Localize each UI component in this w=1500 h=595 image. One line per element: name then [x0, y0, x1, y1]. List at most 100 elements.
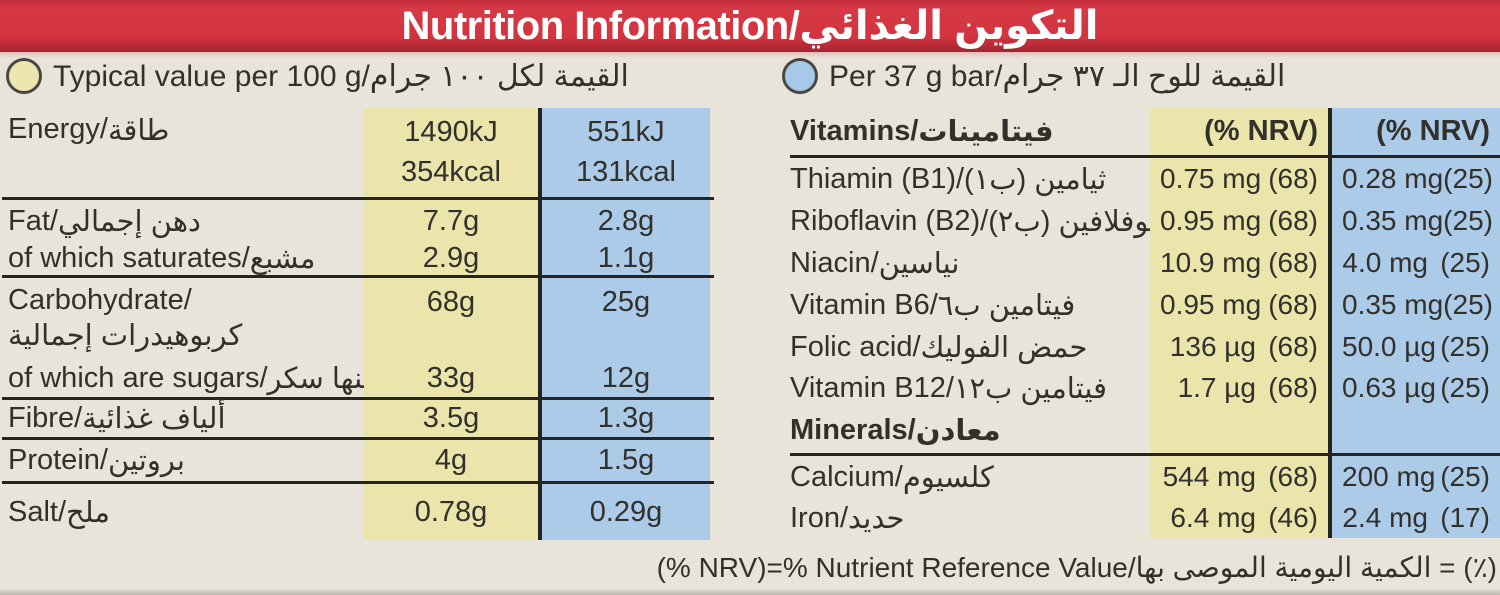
vitamin-b6-label: Vitamin B6/فيتامين ب٦: [790, 284, 1150, 326]
vitamin-b12-label-en: Vitamin B12/: [790, 371, 954, 404]
vitamin-b12-per100-value: 1.7 µg: [1177, 372, 1256, 403]
minerals-header-row: Minerals/معادن: [790, 408, 1500, 456]
energy-label-en: Energy/: [8, 113, 108, 145]
table-row-calcium: Calcium/كلسيوم 544 mg (68) 200 mg (25): [790, 456, 1500, 498]
niacin-label: Niacin/نياسين: [790, 242, 1150, 284]
page-title: Nutrition Information/التكوين الغذائي: [402, 3, 1099, 49]
thiamin-per100-cell: 0.75 mg (68): [1150, 158, 1332, 200]
iron-label-ar: حديد: [848, 502, 905, 535]
energy-per100-kj: 1490kJ: [404, 115, 498, 148]
nrv-header-perbar: (% NRV): [1332, 108, 1500, 155]
calcium-per100-cell: 544 mg (68): [1150, 456, 1332, 498]
table-row-vitamin-b6: Vitamin B6/فيتامين ب٦ 0.95 mg (68) 0.35 m…: [790, 284, 1500, 326]
minerals-heading-en: Minerals/: [790, 414, 916, 446]
iron-per100-cell: 6.4 mg (46): [1150, 498, 1332, 538]
salt-per100-cell: 0.78g: [364, 484, 542, 540]
vitamin-b12-per100-nrv: (68): [1268, 372, 1318, 403]
energy-per100-kcal: 354kcal: [401, 156, 501, 189]
niacin-per100-nrv: (68): [1268, 247, 1318, 278]
folic-acid-label-ar: حمض الفوليك: [920, 331, 1088, 364]
legend-per-37g-bar-label: Per 37 g bar/القيمة للوح الـ ٣٧ جرام: [829, 59, 1285, 94]
table-row-sugars: of which are sugars/منها سكر 33g 12g: [2, 360, 714, 400]
carbohydrate-perbar-cell: 25g: [542, 278, 710, 360]
table-row-protein: Protein/بروتين 4g 1.5g: [2, 440, 714, 484]
energy-perbar-kcal: 131kcal: [576, 156, 676, 189]
legend-per-37g-bar: Per 37 g bar/القيمة للوح الـ ٣٧ جرام: [782, 58, 1285, 94]
table-row-thiamin: Thiamin (B1)/ثيامين (ب١) 0.75 mg (68) 0.2…: [790, 158, 1500, 200]
salt-label: Salt/ملح: [2, 484, 364, 540]
calcium-label: Calcium/كلسيوم: [790, 456, 1150, 498]
energy-per100-cell: 1490kJ 354kcal: [364, 108, 542, 197]
table-row-iron: Iron/حديد 6.4 mg (46) 2.4 mg (17): [790, 498, 1500, 538]
legend-per-37g-bar-label-ar: القيمة للوح الـ ٣٧ جرام: [1002, 59, 1286, 93]
vitamin-b12-perbar-nrv: (25): [1440, 372, 1490, 403]
legend-per-100g-label-en: Typical value per 100 g/: [53, 59, 370, 93]
minerals-heading: Minerals/معادن: [790, 408, 1150, 453]
iron-per100-nrv: (46): [1268, 502, 1318, 533]
vitamin-b12-label-ar: فيتامين ب١٢: [953, 372, 1107, 405]
riboflavin-per100-value: 0.95 mg: [1160, 205, 1262, 236]
saturates-perbar-cell: 1.1g: [542, 242, 710, 275]
calcium-label-ar: كلسيوم: [902, 461, 994, 494]
legend-per-100g: Typical value per 100 g/القيمة لكل ١٠٠ ج…: [6, 58, 629, 94]
thiamin-per100-value: 0.75 mg: [1160, 163, 1262, 194]
folic-acid-per100-value: 136 µg: [1169, 331, 1256, 362]
table-row-fibre: Fibre/ألياف غذائية 3.5g 1.3g: [2, 400, 714, 440]
niacin-perbar-value: 4.0 mg: [1342, 247, 1428, 278]
salt-perbar-cell: 0.29g: [542, 484, 710, 540]
niacin-per100-value: 10.9 mg: [1160, 247, 1262, 278]
sugars-label-en: of which are sugars/: [8, 362, 268, 394]
table-row-folic-acid: Folic acid/حمض الفوليك 136 µg (68) 50.0 µ…: [790, 326, 1500, 368]
vitamin-b6-label-ar: فيتامين ب٦: [937, 289, 1076, 322]
iron-label: Iron/حديد: [790, 498, 1150, 538]
calcium-perbar-value: 200 mg: [1342, 461, 1436, 492]
niacin-per100-cell: 10.9 mg (68): [1150, 242, 1332, 284]
saturates-label: of which saturates/مشبع: [2, 242, 364, 275]
table-row-riboflavin: Riboflavin (B2)/ريبوفلافين (ب٢) 0.95 mg(…: [790, 200, 1500, 242]
thiamin-perbar-value: 0.28 mg: [1342, 163, 1444, 194]
carbohydrate-per100-cell: 68g: [364, 278, 542, 360]
niacin-perbar-nrv: (25): [1440, 247, 1490, 278]
vitamin-b12-perbar-value: 0.63 µg: [1342, 372, 1436, 403]
folic-acid-perbar-nrv: (25): [1440, 331, 1490, 362]
page-title-ar: التكوين الغذائي: [799, 4, 1099, 48]
energy-perbar-cell: 551kJ 131kcal: [542, 108, 710, 197]
protein-label-en: Protein/: [8, 444, 108, 476]
riboflavin-per100-cell: 0.95 mg (68): [1150, 200, 1332, 242]
nrv-footnote-ar: (٪) = الكمية اليومية الموصى بها: [1135, 552, 1497, 583]
title-bar: Nutrition Information/التكوين الغذائي: [0, 0, 1500, 58]
protein-perbar-cell: 1.5g: [542, 440, 710, 481]
thiamin-label-en: Thiamin (B1)/: [790, 162, 965, 195]
carbohydrate-label-en: Carbohydrate/: [8, 284, 192, 316]
fat-label: Fat/دهن إجمالي: [2, 200, 364, 242]
nrv-header-per100: (% NRV): [1150, 108, 1332, 155]
fat-label-ar: دهن إجمالي: [57, 205, 201, 238]
vitamins-header-row: Vitamins/فيتامينات (% NRV) (% NRV): [790, 108, 1500, 158]
salt-label-ar: ملح: [66, 496, 110, 529]
fat-per100-cell: 7.7g: [364, 200, 542, 242]
table-row-vitamin-b12: Vitamin B12/فيتامين ب١٢ 1.7 µg (68) 0.63 …: [790, 368, 1500, 408]
saturates-label-ar: مشبع: [249, 243, 316, 275]
vitamin-b12-per100-cell: 1.7 µg (68): [1150, 368, 1332, 408]
vitamin-b6-perbar-cell: 0.35 mg (25): [1332, 284, 1500, 326]
legend-per-37g-bar-label-en: Per 37 g bar/: [829, 59, 1003, 93]
saturates-per100-cell: 2.9g: [364, 242, 542, 275]
table-row-energy: Energy/طاقة 1490kJ 354kcal 551kJ 131kcal: [2, 108, 714, 200]
table-row-carbohydrate: Carbohydrate/كربوهيدرات إجمالية 68g 25g: [2, 278, 714, 360]
protein-label-ar: بروتين: [107, 445, 185, 477]
folic-acid-label-en: Folic acid/: [790, 330, 921, 363]
legend-per-100g-label: Typical value per 100 g/القيمة لكل ١٠٠ ج…: [53, 59, 629, 94]
table-row-niacin: Niacin/نياسين 10.9 mg (68) 4.0 mg (25): [790, 242, 1500, 284]
iron-label-en: Iron/: [790, 501, 849, 534]
vitamins-minerals-table: Vitamins/فيتامينات (% NRV) (% NRV) Thiam…: [790, 108, 1500, 538]
thiamin-label: Thiamin (B1)/ثيامين (ب١): [790, 158, 1150, 200]
saturates-label-en: of which saturates/: [8, 242, 250, 274]
nrv-footnote: (% NRV)=% Nutrient Reference Value/(٪) =…: [657, 551, 1497, 584]
table-row-fat: Fat/دهن إجمالي 7.7g 2.8g: [2, 200, 714, 242]
calcium-label-en: Calcium/: [790, 460, 903, 493]
fibre-label-ar: ألياف غذائية: [82, 403, 226, 435]
sugars-per100-cell: 33g: [364, 360, 542, 397]
vitamin-b6-label-en: Vitamin B6/: [790, 288, 938, 321]
vitamins-heading-ar: فيتامينات: [918, 116, 1054, 148]
fibre-label: Fibre/ألياف غذائية: [2, 400, 364, 437]
